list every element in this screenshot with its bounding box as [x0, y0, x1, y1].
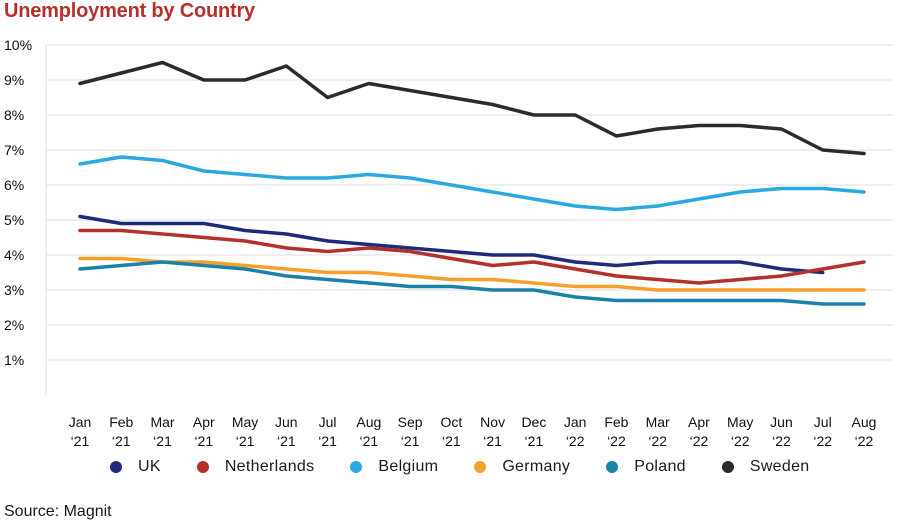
legend-swatch: [196, 461, 209, 473]
y-tick-label: 6%: [4, 177, 24, 193]
legend-label: Poland: [634, 458, 686, 475]
x-tick-year-label: ‘21: [401, 433, 420, 449]
y-axis-ticks: 1% 2% 3% 4% 5% 6% 7% 8% 9% 10%: [4, 37, 32, 368]
x-tick-year-label: ‘21: [71, 433, 90, 449]
x-tick-year-label: ‘21: [153, 433, 172, 449]
x-tick-year-label: ‘21: [318, 433, 337, 449]
x-tick-year-label: ‘21: [442, 433, 461, 449]
legend-item-sweden: Sweden: [721, 458, 810, 476]
x-tick-year-label: ‘21: [194, 433, 213, 449]
x-tick-label: Apr: [688, 414, 710, 430]
x-tick-label: Dec: [521, 414, 546, 430]
y-tick-label: 1%: [4, 352, 24, 368]
legend-label: Belgium: [378, 458, 439, 475]
x-tick-year-label: ‘22: [731, 433, 750, 449]
series-line-uk: [78, 214, 825, 275]
x-tick-year-label: ‘21: [112, 433, 131, 449]
x-tick-label: Mar: [646, 414, 670, 430]
y-tick-label: 9%: [4, 72, 24, 88]
x-tick-label: Apr: [193, 414, 215, 430]
x-tick-year-label: ‘21: [236, 433, 255, 449]
x-tick-year-label: ‘22: [690, 433, 709, 449]
x-tick-label: Aug: [852, 414, 877, 430]
y-tick-label: 10%: [4, 37, 32, 53]
legend-item-uk: UK: [110, 458, 161, 476]
x-tick-label: Feb: [604, 414, 628, 430]
y-tick-label: 4%: [4, 247, 24, 263]
x-tick-label: May: [232, 414, 258, 430]
series-line-poland: [78, 260, 866, 306]
legend-swatch: [110, 461, 122, 473]
y-tick-label: 5%: [4, 212, 24, 228]
line-chart: 1% 2% 3% 4% 5% 6% 7% 8% 9% 10% Jan ‘21 Feb ‘21 Mar ‘21…: [4, 37, 893, 449]
legend-label: Sweden: [749, 458, 810, 475]
x-tick-year-label: ‘21: [525, 433, 544, 449]
y-tick-label: 8%: [4, 107, 24, 123]
x-tick-label: Jan: [69, 414, 92, 430]
legend-label: UK: [138, 458, 161, 475]
series-line-germany: [78, 256, 866, 292]
x-tick-year-label: ‘22: [813, 433, 832, 449]
x-tick-label: Feb: [109, 414, 133, 430]
x-axis-ticks: Jan ‘21 Feb ‘21 Mar ‘21 Apr ‘21 May ‘21 Jun ‘21 Jul ‘…: [69, 414, 877, 449]
gridlines: [45, 44, 893, 395]
x-tick-year-label: ‘22: [607, 433, 626, 449]
x-tick-label: Jun: [770, 414, 793, 430]
series-line-netherlands: [78, 228, 866, 285]
x-tick-year-label: ‘22: [566, 433, 585, 449]
x-tick-label: Jul: [319, 414, 337, 430]
x-tick-year-label: ‘21: [359, 433, 378, 449]
x-tick-year-label: ‘22: [855, 433, 874, 449]
series-line-belgium: [78, 155, 866, 212]
legend: UK Netherlands Belgium Germany Poland Sweden: [110, 458, 845, 476]
x-tick-label: Jan: [564, 414, 587, 430]
legend-label: Germany: [502, 458, 571, 475]
x-tick-label: Jul: [814, 414, 832, 430]
x-tick-year-label: ‘21: [483, 433, 502, 449]
y-tick-label: 7%: [4, 142, 24, 158]
source-note: Source: Magnit: [4, 503, 112, 520]
x-tick-label: Nov: [480, 414, 505, 430]
legend-label: Netherlands: [224, 458, 315, 475]
x-tick-label: Sep: [398, 414, 423, 430]
chart-title: Unemployment by Country: [4, 0, 255, 22]
x-tick-label: Mar: [150, 414, 174, 430]
x-tick-label: May: [727, 414, 753, 430]
x-tick-label: Aug: [356, 414, 381, 430]
legend-item-netherlands: Netherlands: [196, 458, 315, 476]
legend-swatch: [606, 461, 619, 473]
x-tick-label: Oct: [440, 414, 462, 430]
x-tick-year-label: ‘22: [648, 433, 667, 449]
legend-swatch: [350, 461, 363, 473]
series-line-sweden: [78, 60, 866, 156]
x-tick-label: Jun: [275, 414, 298, 430]
legend-item-germany: Germany: [474, 458, 570, 476]
x-tick-year-label: ‘22: [772, 433, 791, 449]
legend-item-belgium: Belgium: [350, 458, 438, 476]
legend-swatch: [721, 461, 734, 473]
x-tick-year-label: ‘21: [277, 433, 296, 449]
series-lines: [78, 60, 866, 306]
y-tick-label: 3%: [4, 282, 24, 298]
y-tick-label: 2%: [4, 317, 24, 333]
legend-swatch: [474, 461, 487, 473]
legend-item-poland: Poland: [606, 458, 686, 476]
